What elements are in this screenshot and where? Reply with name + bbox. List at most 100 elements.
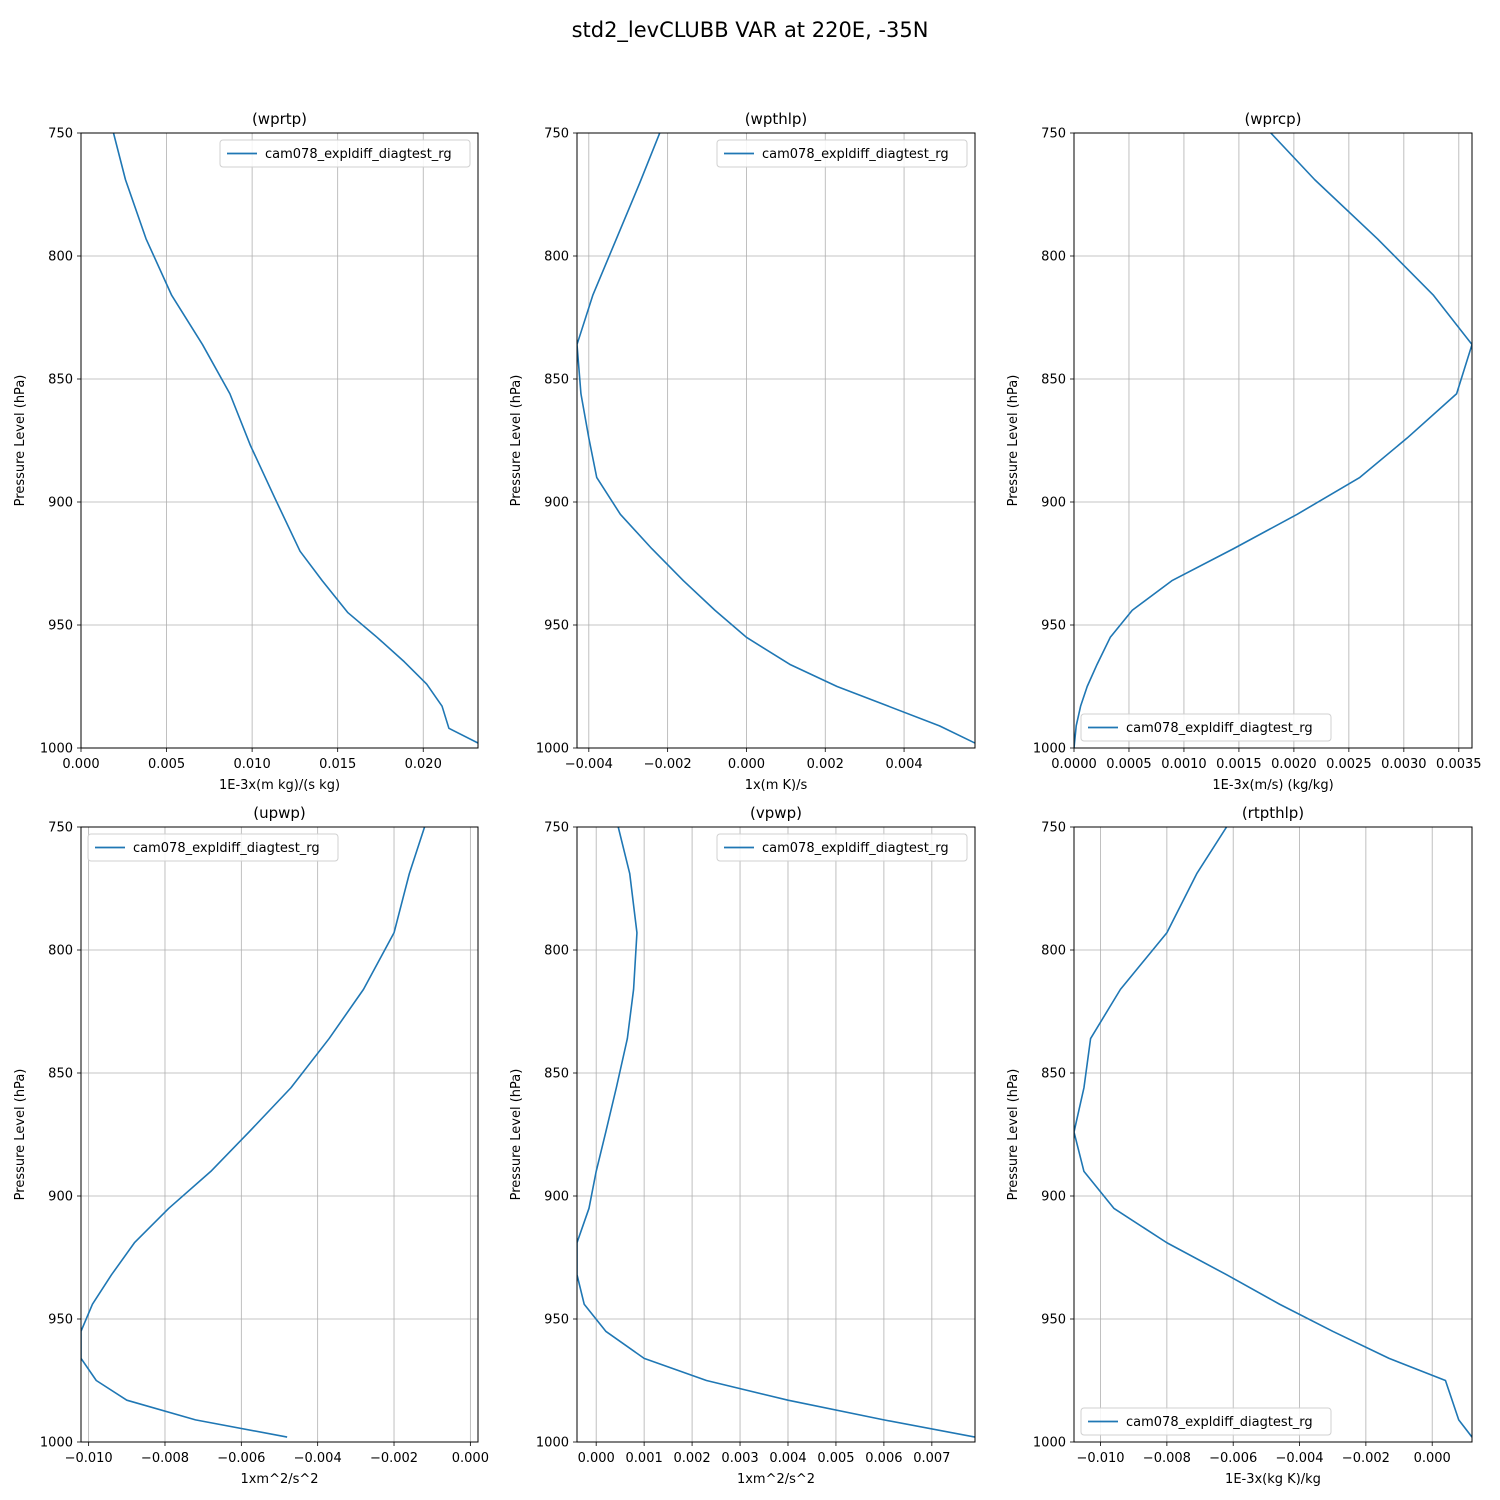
x-tick-label: 0.001: [626, 1451, 663, 1466]
x-tick-label: 0.0030: [1381, 757, 1427, 772]
x-axis-label: 1xm^2/s^2: [240, 1472, 318, 1487]
axes-frame: [80, 132, 479, 749]
legend-box: [1080, 713, 1332, 742]
y-tick-label: 950: [48, 619, 73, 634]
y-tick-label: 900: [544, 496, 569, 511]
x-tick-label: 0.0000: [1051, 757, 1097, 772]
y-tick-label: 800: [544, 944, 569, 959]
y-tick-label: 850: [544, 1067, 569, 1082]
subplot-title: (upwp): [253, 804, 306, 822]
legend: cam078_expldiff_diagtest_rg: [1080, 1407, 1332, 1436]
y-tick-label: 800: [48, 250, 73, 265]
y-tick-label: 750: [1041, 821, 1066, 836]
y-axis-label: Pressure Level (hPa): [13, 375, 28, 507]
subplot-title: (wpthlp): [745, 110, 808, 128]
y-tick-label: 900: [48, 496, 73, 511]
x-tick-label: 0.003: [721, 1451, 758, 1466]
y-tick-label: 1000: [536, 1436, 569, 1451]
axes-frame: [576, 826, 976, 1443]
x-axis-label: 1x(m K)/s: [745, 778, 808, 793]
legend-entry: cam078_expldiff_diagtest_rg: [1126, 721, 1313, 736]
y-tick-label: 900: [48, 1190, 73, 1205]
x-tick-label: −0.006: [217, 1451, 265, 1466]
series-line: [112, 133, 478, 744]
subplot-4: −0.010 −0.008 −0.006 −0.004 −0.002 0.000 750 80…: [13, 804, 489, 1487]
legend-box: [219, 139, 471, 168]
x-tick-label: 0.004: [769, 1451, 806, 1466]
series-line: [81, 827, 426, 1438]
y-tick-label: 1000: [40, 742, 73, 757]
subplot-6: −0.010 −0.008 −0.006 −0.004 −0.002 0.000 750 80…: [1006, 804, 1473, 1487]
x-axis-label: 1E-3x(kg K)/kg: [1225, 1472, 1321, 1487]
legend-box: [716, 139, 968, 168]
x-tick-label: 0.010: [234, 757, 271, 772]
x-tick-label: 0.006: [865, 1451, 902, 1466]
x-tick-label: 0.015: [319, 757, 356, 772]
x-tick-label: 0.002: [807, 757, 844, 772]
x-tick-label: −0.002: [644, 757, 692, 772]
subplot-grid: 0.000 0.005 0.010 0.015 0.020 750 800 850 900 950…: [13, 110, 1482, 1487]
legend: cam078_expldiff_diagtest_rg: [716, 139, 968, 168]
y-tick-label: 1000: [536, 742, 569, 757]
x-tick-label: 0.005: [817, 1451, 854, 1466]
y-tick-label: 800: [544, 250, 569, 265]
subplot-1: 0.000 0.005 0.010 0.015 0.020 750 800 850 900 950…: [13, 110, 479, 793]
y-tick-label: 950: [48, 1313, 73, 1328]
x-tick-label: −0.010: [1076, 1451, 1124, 1466]
axes-frame: [576, 132, 976, 749]
x-tick-label: −0.008: [141, 1451, 189, 1466]
x-tick-label: −0.004: [294, 1451, 342, 1466]
x-tick-label: 0.000: [62, 757, 99, 772]
series-line: [1074, 827, 1472, 1438]
legend: cam078_expldiff_diagtest_rg: [87, 833, 339, 862]
plot-area: [81, 827, 478, 1442]
y-tick-label: 1000: [1033, 742, 1066, 757]
legend-entry: cam078_expldiff_diagtest_rg: [1126, 1415, 1313, 1430]
x-tick-label: 0.000: [452, 1451, 489, 1466]
legend-entry: cam078_expldiff_diagtest_rg: [762, 841, 949, 856]
axes-frame: [80, 826, 479, 1443]
subplot-5: 0.000 0.001 0.002 0.003 0.004 0.005 0.006 0.007…: [509, 804, 976, 1487]
legend-entry: cam078_expldiff_diagtest_rg: [133, 841, 320, 856]
y-tick-label: 850: [544, 373, 569, 388]
plot-area: [577, 133, 975, 748]
y-axis-label: Pressure Level (hPa): [509, 375, 524, 507]
subplot-title: (wprcp): [1244, 110, 1301, 128]
y-tick-label: 900: [1041, 1190, 1066, 1205]
x-tick-label: 0.0010: [1161, 757, 1207, 772]
plot-area: [577, 827, 975, 1442]
y-tick-label: 1000: [1033, 1436, 1066, 1451]
x-tick-label: 0.000: [728, 757, 765, 772]
subplot-3: 0.0000 0.0005 0.0010 0.0015 0.0020 0.0025 0.00…: [1006, 110, 1482, 793]
y-tick-label: 1000: [40, 1436, 73, 1451]
y-tick-label: 750: [48, 821, 73, 836]
subplot-title: (wprtp): [252, 110, 307, 128]
x-tick-label: 0.005: [148, 757, 185, 772]
x-axis-label: 1E-3x(m/s) (kg/kg): [1212, 778, 1333, 793]
x-tick-label: 0.020: [405, 757, 442, 772]
y-tick-label: 800: [1041, 944, 1066, 959]
x-tick-label: −0.006: [1209, 1451, 1257, 1466]
x-tick-label: −0.008: [1143, 1451, 1191, 1466]
y-tick-label: 950: [1041, 1313, 1066, 1328]
y-tick-label: 750: [544, 127, 569, 142]
x-tick-label: 0.000: [578, 1451, 615, 1466]
y-tick-label: 850: [48, 373, 73, 388]
y-tick-label: 800: [1041, 250, 1066, 265]
x-tick-label: 0.0025: [1326, 757, 1372, 772]
axes-frame: [1073, 132, 1473, 749]
y-axis-label: Pressure Level (hPa): [509, 1069, 524, 1201]
subplot-title: (rtpthlp): [1242, 804, 1304, 822]
y-axis-label: Pressure Level (hPa): [1006, 375, 1021, 507]
subplot-2: −0.004 −0.002 0.000 0.002 0.004 750 800 850 900 9…: [509, 110, 976, 793]
x-tick-label: −0.002: [370, 1451, 418, 1466]
x-tick-label: 0.004: [885, 757, 922, 772]
y-tick-label: 750: [544, 821, 569, 836]
legend-box: [1080, 1407, 1332, 1436]
plot-area: [1074, 827, 1472, 1442]
x-tick-label: 0.0015: [1216, 757, 1262, 772]
y-tick-label: 750: [1041, 127, 1066, 142]
y-tick-label: 950: [544, 619, 569, 634]
y-tick-label: 850: [1041, 373, 1066, 388]
